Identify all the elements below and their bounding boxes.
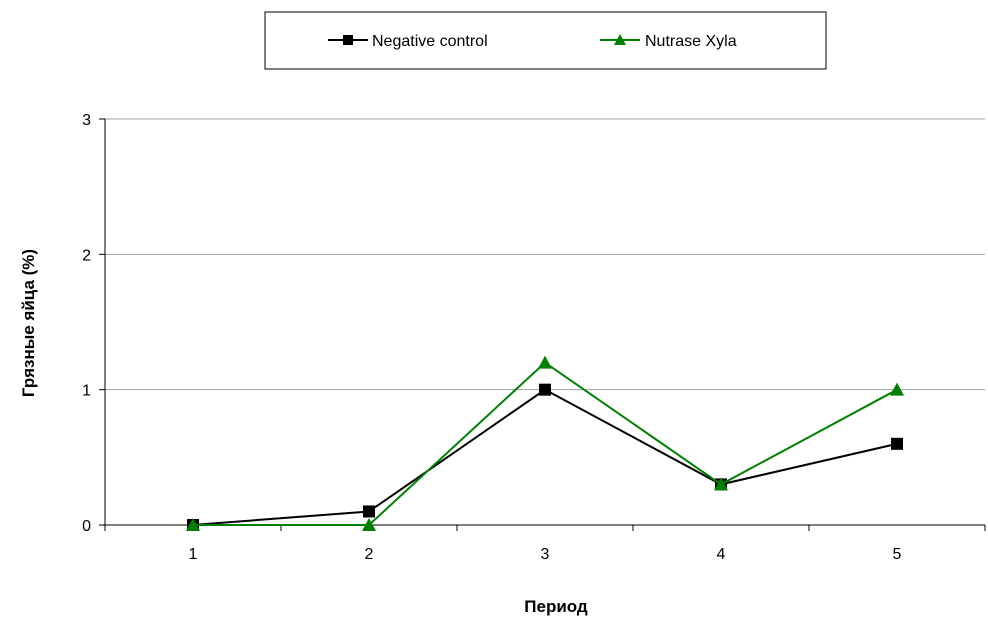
series-group (186, 355, 904, 531)
series-1 (187, 383, 903, 531)
x-tick-label: 1 (189, 546, 198, 563)
data-point-triangle (538, 355, 552, 369)
x-tick-label: 5 (893, 546, 902, 563)
x-axis-title: Период (524, 597, 588, 616)
x-tick-label: 3 (541, 546, 550, 563)
series-2 (186, 355, 904, 531)
y-axis-title: Грязные яйца (%) (19, 249, 38, 397)
legend-item-nutrase-xyla: Nutrase Xyla (600, 33, 737, 50)
data-point-triangle (362, 518, 376, 531)
data-point-triangle (714, 477, 728, 491)
y-axis-ticks: 0 1 2 3 (82, 112, 105, 535)
legend: Negative control Nutrase Xyla (264, 11, 827, 70)
y-tick-label: 3 (82, 112, 91, 129)
data-point-square (363, 505, 375, 518)
axes (104, 119, 985, 526)
y-tick-label: 2 (82, 247, 91, 264)
legend-label-negative-control: Negative control (372, 33, 488, 50)
data-point-triangle (186, 518, 200, 531)
data-point-square (539, 383, 551, 396)
legend-item-negative-control: Negative control (328, 33, 488, 50)
y-tick-label: 1 (82, 383, 91, 400)
gridlines (105, 118, 985, 391)
legend-label-nutrase-xyla: Nutrase Xyla (645, 33, 737, 50)
x-tick-label: 2 (365, 546, 374, 563)
data-point-triangle (890, 382, 904, 396)
y-tick-label: 0 (82, 518, 91, 535)
legend-marker-square-icon (343, 35, 353, 45)
series-line (192, 388, 898, 526)
data-point-square (891, 437, 903, 450)
legend-marker-triangle-icon (614, 34, 626, 45)
x-axis-ticks: 1 2 3 4 5 (104, 525, 986, 563)
x-tick-label: 4 (717, 546, 726, 563)
